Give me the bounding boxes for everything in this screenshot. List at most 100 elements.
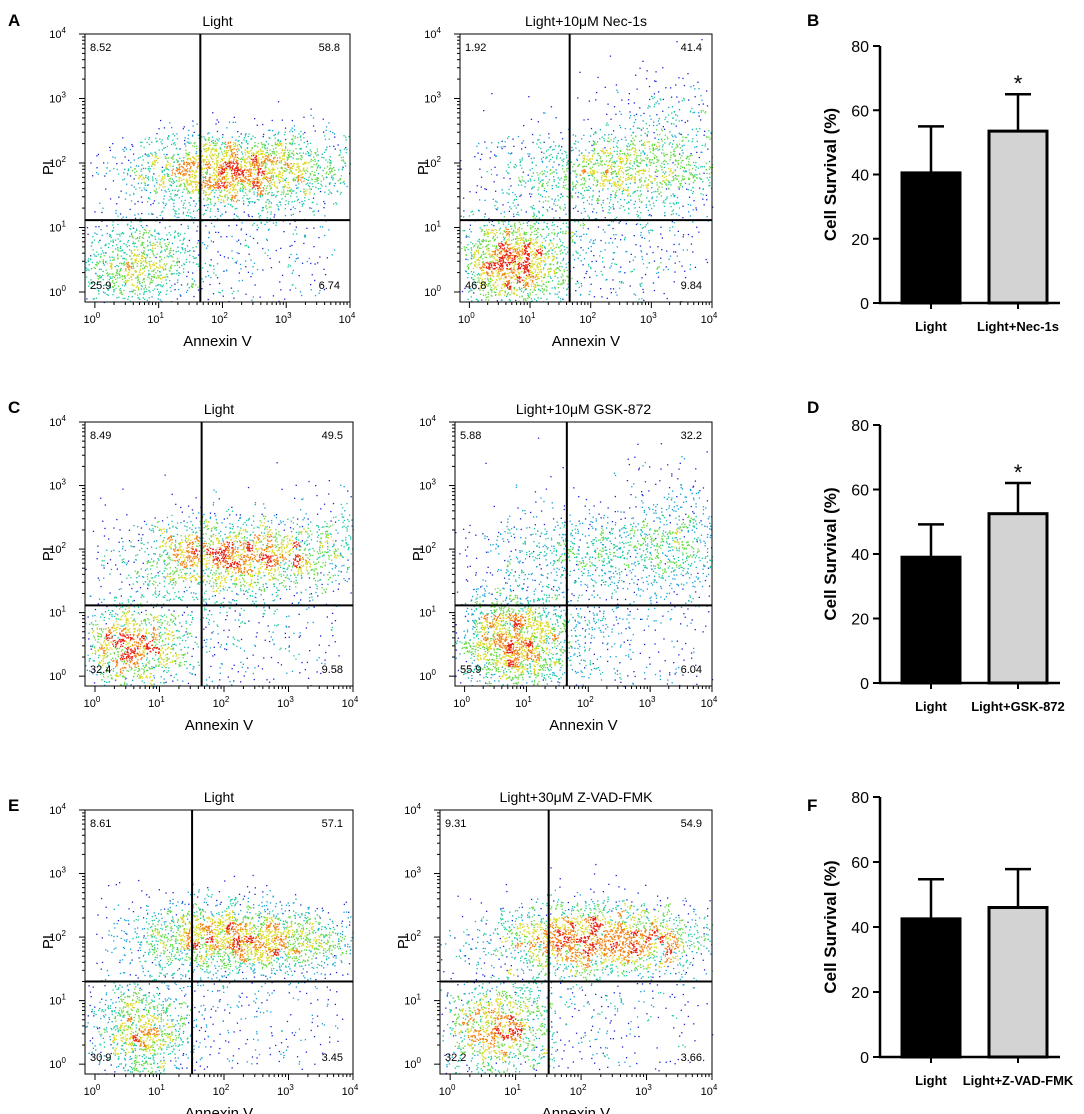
event-dot	[112, 245, 113, 246]
event-dot	[315, 161, 316, 162]
event-dot	[173, 154, 174, 155]
event-dot	[151, 213, 152, 214]
event-dot	[205, 172, 206, 173]
event-dot	[115, 248, 116, 249]
event-dot	[337, 191, 338, 192]
event-dot	[193, 296, 194, 297]
event-dot	[152, 176, 153, 177]
event-dot	[115, 266, 116, 267]
event-dot	[267, 212, 268, 213]
event-dot	[122, 179, 123, 180]
event-dot	[153, 274, 154, 275]
event-dot	[331, 168, 332, 169]
event-dot	[130, 162, 131, 163]
event-dot	[137, 285, 138, 286]
event-dot	[159, 271, 160, 272]
event-dot	[154, 229, 155, 230]
event-dot	[193, 211, 194, 212]
event-dot	[124, 262, 125, 263]
event-dot	[153, 271, 154, 272]
event-dot	[104, 292, 105, 293]
event-dot	[294, 241, 295, 242]
event-dot	[134, 290, 135, 291]
event-dot	[326, 130, 327, 131]
event-dot	[187, 290, 188, 291]
event-dot	[322, 154, 323, 155]
event-dot	[166, 234, 167, 235]
event-dot	[203, 136, 204, 137]
event-dot	[140, 263, 141, 264]
event-dot	[281, 168, 282, 169]
event-dot	[262, 124, 263, 125]
event-dot	[207, 197, 208, 198]
event-dot	[263, 144, 264, 145]
event-dot	[121, 255, 122, 256]
event-dot	[155, 153, 156, 154]
event-dot	[310, 161, 311, 162]
event-dot	[182, 192, 183, 193]
event-dot	[140, 171, 141, 172]
event-dot	[140, 245, 141, 246]
event-dot	[159, 261, 160, 262]
event-dot	[257, 242, 258, 243]
event-dot	[262, 269, 263, 270]
event-dot	[311, 109, 312, 110]
event-dot	[242, 280, 243, 281]
event-dot	[260, 222, 261, 223]
event-dot	[241, 151, 242, 152]
event-dot	[153, 253, 154, 254]
event-dot	[340, 179, 341, 180]
event-dot	[305, 153, 306, 154]
event-dot	[217, 277, 218, 278]
event-dot	[159, 244, 160, 245]
event-dot	[264, 224, 265, 225]
event-dot	[141, 165, 142, 166]
event-dot	[140, 142, 141, 143]
panel-letter-a: A	[8, 11, 20, 30]
event-dot	[243, 203, 244, 204]
event-dot	[302, 205, 303, 206]
event-dot	[307, 261, 308, 262]
event-dot	[307, 171, 308, 172]
event-dot	[234, 117, 235, 118]
event-dot	[285, 128, 286, 129]
event-dot	[147, 156, 148, 157]
event-dot	[136, 229, 137, 230]
event-dot	[179, 267, 180, 268]
event-dot	[304, 132, 305, 133]
event-dot	[129, 195, 130, 196]
event-dot	[90, 259, 91, 260]
event-dot	[121, 268, 122, 269]
event-dot	[117, 216, 118, 217]
event-dot	[243, 195, 244, 196]
event-dot	[310, 149, 311, 150]
event-dot	[142, 245, 143, 246]
event-dot	[154, 200, 155, 201]
event-dot	[98, 226, 99, 227]
event-dot	[86, 276, 87, 277]
event-dot	[210, 265, 211, 266]
event-dot	[257, 196, 258, 197]
event-dot	[291, 153, 292, 154]
event-dot	[171, 274, 172, 275]
event-dot	[146, 291, 147, 292]
event-dot	[116, 244, 117, 245]
event-dot	[252, 266, 253, 267]
event-dot	[344, 183, 345, 184]
event-dot	[161, 190, 162, 191]
event-dot	[152, 251, 153, 252]
event-dot	[235, 208, 236, 209]
event-dot	[109, 170, 110, 171]
event-dot	[188, 215, 189, 216]
event-dot	[252, 216, 253, 217]
event-dot	[238, 240, 239, 241]
event-dot	[101, 269, 102, 270]
event-dot	[118, 197, 119, 198]
event-dot	[178, 217, 179, 218]
event-dot	[87, 269, 88, 270]
event-dot	[197, 210, 198, 211]
event-dot	[151, 278, 152, 279]
event-dot	[124, 281, 125, 282]
event-dot	[206, 205, 207, 206]
event-dot	[308, 185, 309, 186]
